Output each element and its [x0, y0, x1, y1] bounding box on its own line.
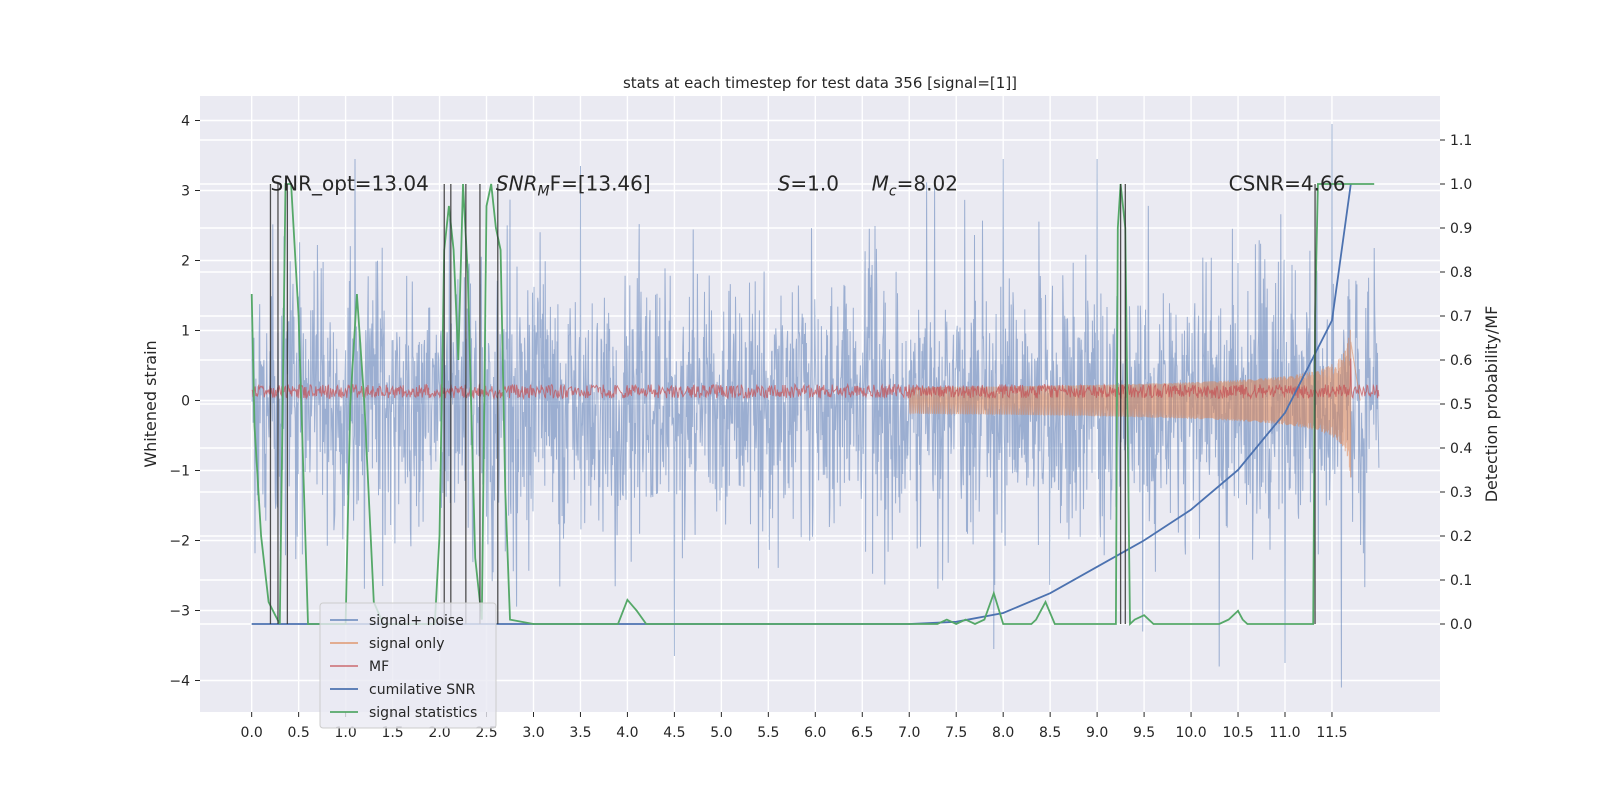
x-tick-label-21: 10.5 — [1222, 725, 1253, 741]
legend-box — [319, 602, 497, 729]
x-tick-label-10: 5.0 — [710, 725, 732, 741]
annotations: SNR_opt=13.04 SNRMF=[13.46] S=1.0 Mc=8.02 CS… — [270, 172, 1345, 200]
y-right-tick-label-10: 0.1 — [1450, 573, 1472, 589]
x-tick-label-22: 11.0 — [1269, 725, 1300, 741]
x-tick-label-6: 3.0 — [522, 725, 544, 741]
y-tick-label-5: −1 — [169, 464, 190, 480]
annotation-1: SNRMF=[13.46] — [496, 172, 651, 200]
x-tick-label-4: 2.0 — [428, 725, 450, 741]
x-tick-label-14: 7.0 — [898, 725, 920, 741]
x-tick-label-11: 5.5 — [757, 725, 779, 741]
y-right-tick-label-2: 0.9 — [1450, 221, 1472, 237]
y-tick-label-4: 0 — [181, 394, 190, 410]
legend-label-3: cumilative SNR — [369, 682, 476, 698]
legend-label-2: MF — [369, 659, 389, 675]
chart-title: stats at each timestep for test data 356… — [623, 74, 1017, 92]
y-axis-ticks: 4 3 2 1 0 −1 −2 −3 −4 — [169, 114, 200, 690]
x-tick-label-7: 3.5 — [569, 725, 591, 741]
y-tick-label-3: 1 — [181, 324, 190, 340]
annotation-2: S=1.0 — [778, 172, 839, 196]
y-right-tick-label-5: 0.6 — [1450, 353, 1472, 369]
annotation-4: CSNR=4.66 — [1229, 172, 1346, 196]
x-tick-label-18: 9.0 — [1086, 725, 1108, 741]
legend-label-0: signal+ noise — [369, 613, 464, 629]
x-tick-label-0: 0.0 — [241, 725, 263, 741]
series-signal-noise — [251, 123, 1380, 688]
x-tick-label-19: 9.5 — [1133, 725, 1155, 741]
y-right-tick-label-0: 1.1 — [1450, 133, 1472, 149]
y-right-tick-label-6: 0.5 — [1450, 397, 1472, 413]
y-tick-label-2: 2 — [181, 254, 190, 270]
x-tick-label-23: 11.5 — [1316, 725, 1347, 741]
annotation-3: Mc=8.02 — [872, 172, 958, 200]
series-mf — [251, 358, 1380, 401]
y-tick-label-6: −2 — [169, 534, 190, 550]
x-tick-label-8: 4.0 — [616, 725, 638, 741]
x-axis-ticks: 0.0 0.5 1.0 1.5 2.0 2.5 3.0 3.5 4.0 4.5 5.0 5.5 6.0 6… — [241, 712, 1348, 741]
annotation-0: SNR_opt=13.04 — [270, 172, 428, 196]
y-tick-label-1: 3 — [181, 184, 190, 200]
x-tick-label-15: 7.5 — [945, 725, 967, 741]
x-tick-label-12: 6.0 — [804, 725, 826, 741]
y-tick-label-7: −3 — [169, 604, 190, 620]
vertical-markers — [269, 184, 1316, 624]
x-tick-label-17: 8.5 — [1039, 725, 1061, 741]
y-axis-label: Whitened strain — [141, 340, 160, 467]
x-tick-label-9: 4.5 — [663, 725, 685, 741]
series-signal-statistics — [250, 183, 1375, 627]
y-right-axis-ticks: 1.1 1.0 0.9 0.8 0.7 0.6 0.5 0.4 0.3 0.2 0.1 0.0 — [1440, 133, 1472, 633]
y-right-tick-label-1: 1.0 — [1450, 177, 1472, 193]
x-tick-label-3: 1.5 — [381, 725, 403, 741]
y-right-tick-label-3: 0.8 — [1450, 265, 1472, 281]
x-tick-label-20: 10.0 — [1175, 725, 1206, 741]
y-right-tick-label-11: 0.0 — [1450, 617, 1472, 633]
legend-label-1: signal only — [369, 636, 444, 652]
y-tick-label-0: 4 — [181, 114, 190, 130]
y-right-tick-label-8: 0.3 — [1450, 485, 1472, 501]
x-tick-label-13: 6.5 — [851, 725, 873, 741]
series-signal-only — [908, 329, 1361, 478]
y-right-tick-label-4: 0.7 — [1450, 309, 1472, 325]
y-right-tick-label-7: 0.4 — [1450, 441, 1472, 457]
y-right-tick-label-9: 0.2 — [1450, 529, 1472, 545]
x-tick-label-16: 8.0 — [992, 725, 1014, 741]
y-right-axis-label: Detection probability/MF — [1482, 306, 1501, 503]
x-tick-label-5: 2.5 — [475, 725, 497, 741]
legend-label-4: signal statistics — [369, 705, 477, 721]
y-tick-label-8: −4 — [169, 674, 190, 690]
x-tick-label-1: 0.5 — [288, 725, 310, 741]
legend: signal+ noise signal only MF cumilative SNR… — [319, 602, 497, 729]
x-tick-label-2: 1.0 — [334, 725, 356, 741]
